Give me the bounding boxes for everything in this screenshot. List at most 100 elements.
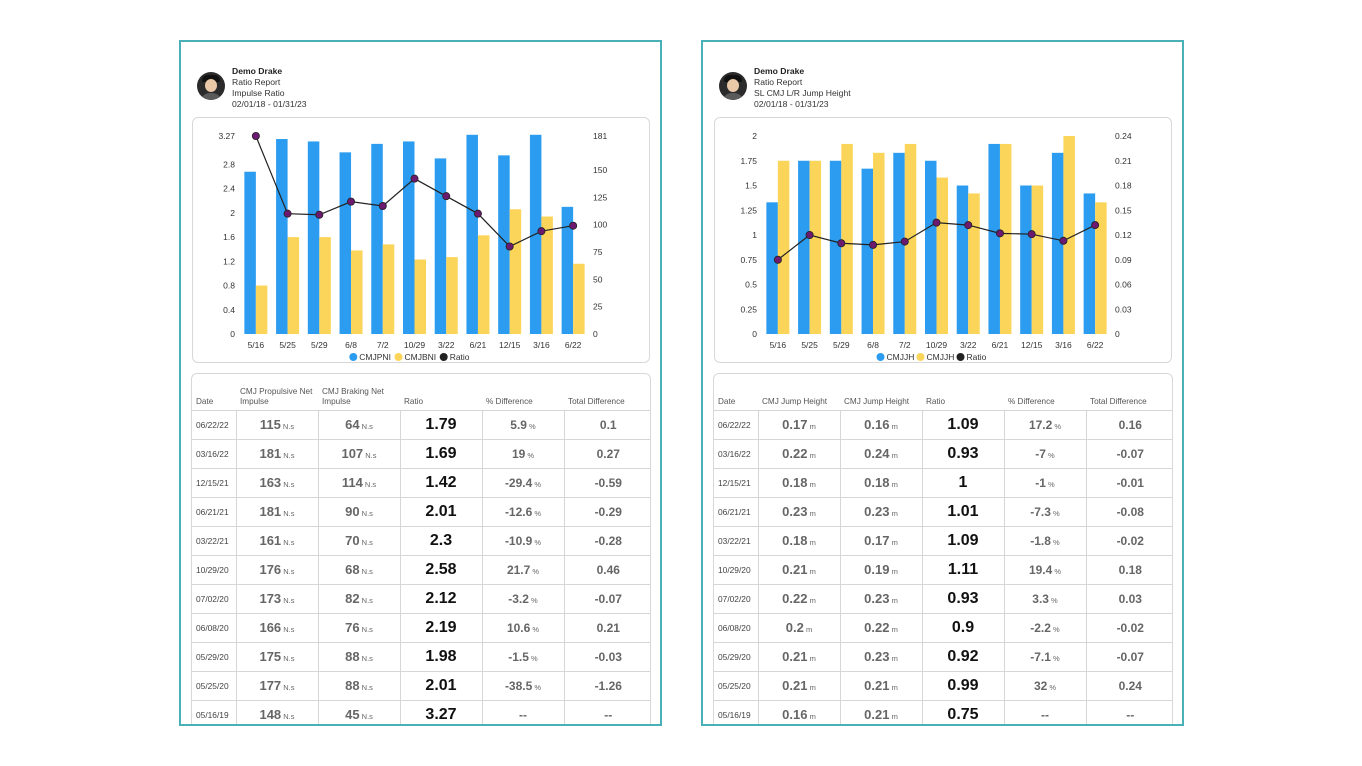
combo-chart: 2 1.75 1.5 1.25 1 0.75 0.5 0.25 0 0.24 0.21 0.18 0.1… <box>740 131 1132 362</box>
percent-difference-cell: -38.5 % <box>481 670 565 701</box>
ratio-cell: 1.09 <box>921 525 1005 556</box>
bar-secondary <box>841 143 853 334</box>
value-cell: 0.23 m <box>757 496 841 527</box>
percent-difference-cell: 21.7 % <box>481 554 565 585</box>
bar-secondary <box>1031 185 1044 334</box>
x-tick-label: 7/2 <box>377 340 389 350</box>
bar-secondary <box>414 259 426 334</box>
date-cell: 06/22/22 <box>714 409 759 440</box>
value-cell: 88 N.s <box>317 670 401 701</box>
ratio-cell: 1 <box>921 467 1005 498</box>
value-cell: 0.24 m <box>839 438 923 469</box>
percent-difference-cell: -1.8 % <box>1003 525 1087 556</box>
report-type: Ratio Report <box>232 77 281 87</box>
y-left-tick-label: 1.75 <box>740 156 757 166</box>
total-difference-cell: 0.18 <box>1085 554 1172 585</box>
date-cell: 12/15/21 <box>192 467 237 498</box>
total-difference-cell: -0.03 <box>563 641 650 672</box>
column-header: Date <box>718 396 736 406</box>
y-left-tick-label: 1.6 <box>223 232 235 242</box>
ratio-point <box>378 202 387 211</box>
value-cell: 0.18 m <box>757 467 841 498</box>
x-tick-label: 6/22 <box>565 340 582 350</box>
ratio-cell: 2.01 <box>399 670 483 701</box>
date-cell: 07/02/20 <box>192 583 237 614</box>
column-header: % Difference <box>1008 396 1055 406</box>
total-difference-cell: -0.01 <box>1085 467 1172 498</box>
y-left-tick-label: 2 <box>752 131 757 141</box>
value-cell: 88 N.s <box>317 641 401 672</box>
value-cell: 166 N.s <box>235 612 319 643</box>
athlete-avatar <box>197 72 225 100</box>
percent-difference-cell: -7.3 % <box>1003 496 1087 527</box>
value-cell: 90 N.s <box>317 496 401 527</box>
ratio-cell: 1.42 <box>399 467 483 498</box>
percent-difference-cell: 19.4 % <box>1003 554 1087 585</box>
y-right-tick-label: 125 <box>593 192 607 202</box>
x-tick-label: 3/16 <box>1055 340 1072 350</box>
bar-secondary <box>351 250 363 334</box>
total-difference-cell: -- <box>1085 699 1172 724</box>
date-cell: 06/08/20 <box>714 612 759 643</box>
date-cell: 05/16/19 <box>192 699 237 724</box>
value-cell: 0.22 m <box>757 438 841 469</box>
total-difference-cell: -1.26 <box>563 670 650 701</box>
value-cell: 173 N.s <box>235 583 319 614</box>
x-tick-label: 6/21 <box>470 340 487 350</box>
table-row: 05/25/20 177 N.s 88 N.s 2.01 -38.5 % -1.26 <box>192 670 650 701</box>
y-right-tick-label: 0.09 <box>1115 255 1132 265</box>
data-table-card: Date CMJ Propulsive Net Impulse CMJ Brakin… <box>191 373 651 724</box>
x-tick-label: 3/22 <box>960 340 977 350</box>
bar-primary <box>766 202 778 334</box>
percent-difference-cell: -7.1 % <box>1003 641 1087 672</box>
athlete-name: Demo Drake <box>754 66 805 76</box>
ratio-cell: 1.09 <box>921 409 1005 440</box>
percent-difference-cell: -- <box>1003 699 1087 724</box>
column-header: CMJ Jump Height <box>844 396 910 406</box>
legend-label: CMJJH <box>887 352 915 362</box>
ratio-point <box>837 239 846 248</box>
date-cell: 05/16/19 <box>714 699 759 724</box>
report-header: Demo Drake Ratio Report SL CMJ L/R Jump … <box>719 64 1119 112</box>
total-difference-cell: 0.03 <box>1085 583 1172 614</box>
value-cell: 68 N.s <box>317 554 401 585</box>
date-cell: 03/16/22 <box>714 438 759 469</box>
table-row: 03/16/22 181 N.s 107 N.s 1.69 19 % 0.27 <box>192 438 650 469</box>
legend-label: CMJBNI <box>405 352 437 362</box>
legend-swatch <box>349 353 358 361</box>
bar-primary <box>925 160 937 334</box>
value-cell: 0.18 m <box>839 467 923 498</box>
y-right-tick-label: 75 <box>593 247 603 257</box>
percent-difference-cell: -1 % <box>1003 467 1087 498</box>
ratio-cell: 2.58 <box>399 554 483 585</box>
bar-secondary <box>936 177 948 334</box>
ratio-cell: 0.93 <box>921 583 1005 614</box>
ratio-point <box>1091 221 1100 230</box>
x-tick-label: 3/22 <box>438 340 455 350</box>
data-table: Date CMJ Jump Height CMJ Jump Height Ratio%… <box>714 374 1172 724</box>
x-tick-label: 5/25 <box>279 340 296 350</box>
table-row: 05/29/20 0.21 m 0.23 m 0.92 -7.1 % -0.07 <box>714 641 1172 672</box>
y-left-tick-label: 0 <box>230 329 235 339</box>
data-table: Date CMJ Propulsive Net Impulse CMJ Brakin… <box>192 374 650 724</box>
ratio-point <box>900 237 909 246</box>
bar-primary <box>466 134 478 334</box>
y-left-tick-label: 1.5 <box>745 181 757 191</box>
total-difference-cell: -0.02 <box>1085 612 1172 643</box>
y-right-tick-label: 0.15 <box>1115 205 1132 215</box>
ratio-point <box>283 209 292 218</box>
value-cell: 0.23 m <box>839 583 923 614</box>
bar-secondary <box>1095 202 1107 334</box>
bar-primary <box>893 152 905 334</box>
ratio-point <box>251 131 260 140</box>
value-cell: 181 N.s <box>235 496 319 527</box>
column-header: Date <box>196 396 214 406</box>
value-cell: 175 N.s <box>235 641 319 672</box>
bar-primary <box>798 160 810 334</box>
ratio-point <box>932 218 941 227</box>
bar-secondary <box>904 143 917 334</box>
report-date-range: 02/01/18 - 01/31/23 <box>232 99 307 109</box>
y-right-tick-label: 25 <box>593 302 603 312</box>
ratio-cell: 2.19 <box>399 612 483 643</box>
total-difference-cell: -- <box>563 699 650 724</box>
